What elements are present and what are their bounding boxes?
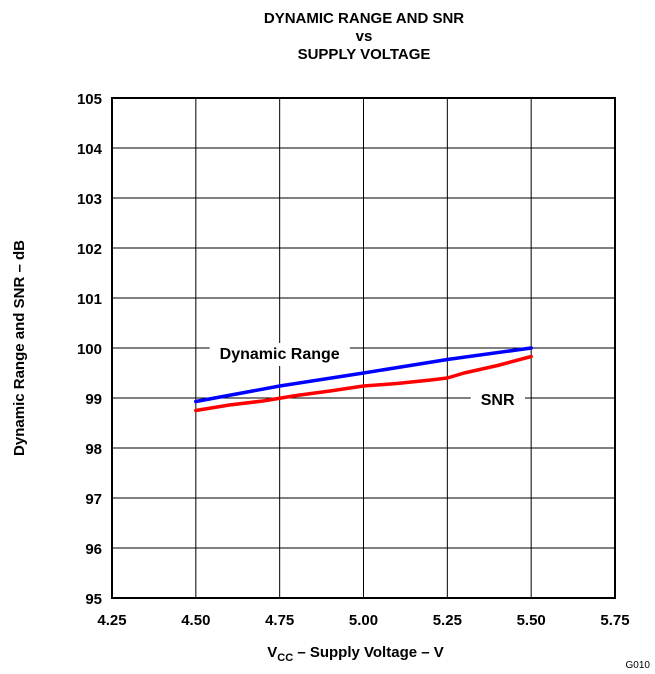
y-tick-label: 98 xyxy=(85,441,102,458)
series-label-background xyxy=(470,389,525,412)
series-line-snr xyxy=(194,354,533,413)
y-tick-labels: 95 96 97 98 99 100 101 102 103 104 105 xyxy=(77,91,103,608)
y-tick-label: 101 xyxy=(77,291,102,308)
y-tick-label: 95 xyxy=(85,591,102,608)
x-tick-label: 5.00 xyxy=(349,612,378,629)
title-line-2: vs xyxy=(356,28,373,45)
y-tick-label: 103 xyxy=(77,191,102,208)
series-labels: Dynamic Range SNR xyxy=(209,343,525,412)
x-tick-label: 5.75 xyxy=(600,612,629,629)
series-lines xyxy=(194,346,533,413)
x-axis-label-rest: – Supply Voltage – V xyxy=(293,644,444,661)
y-tick-label: 100 xyxy=(77,341,102,358)
y-tick-label: 105 xyxy=(77,91,102,108)
title-line-1: DYNAMIC RANGE AND SNR xyxy=(264,10,464,27)
grid-lines xyxy=(112,98,615,598)
series-label-text: Dynamic Range xyxy=(220,346,340,363)
y-tick-label: 99 xyxy=(85,391,102,408)
y-tick-label: 96 xyxy=(85,541,102,558)
series-label-snr: SNR xyxy=(470,389,525,412)
y-tick-label: 104 xyxy=(77,141,103,158)
figure-code: G010 xyxy=(626,660,651,671)
x-axis-label: VCC – Supply Voltage – V xyxy=(267,644,444,664)
series-line-dynamic-range xyxy=(194,346,533,404)
series-label-text: SNR xyxy=(481,392,515,409)
x-tick-label: 4.75 xyxy=(265,612,294,629)
x-tick-label: 5.25 xyxy=(433,612,462,629)
title-line-3: SUPPLY VOLTAGE xyxy=(298,46,431,63)
x-tick-label: 4.25 xyxy=(97,612,126,629)
x-axis-label-subscript: CC xyxy=(277,652,293,664)
plot-frame xyxy=(111,97,616,599)
x-tick-label: 4.50 xyxy=(181,612,210,629)
series-label-background xyxy=(209,343,350,366)
y-tick-label: 97 xyxy=(85,491,102,508)
x-tick-label: 5.50 xyxy=(517,612,546,629)
x-tick-labels: 4.25 4.50 4.75 5.00 5.25 5.50 5.75 xyxy=(97,612,629,629)
x-axis-label-main: V xyxy=(267,644,277,661)
series-label-dynamic-range: Dynamic Range xyxy=(209,343,350,366)
y-axis-label: Dynamic Range and SNR – dB xyxy=(11,240,28,456)
y-tick-label: 102 xyxy=(77,241,102,258)
